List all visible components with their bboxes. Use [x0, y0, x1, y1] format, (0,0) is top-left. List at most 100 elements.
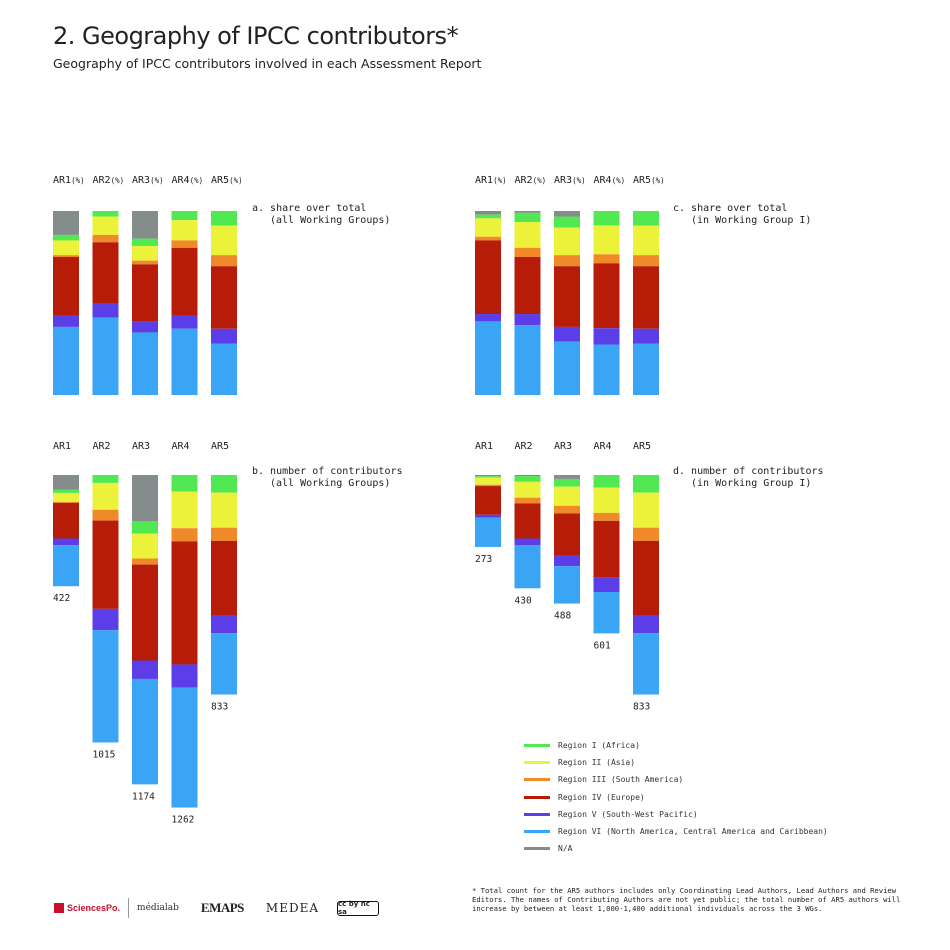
category-label-text: AR1: [53, 175, 71, 186]
legend-swatch: [524, 795, 550, 799]
bar-segment-ar3-region-ii-asia: [554, 486, 580, 506]
bar-segment-ar3-region-iii-south-america: [132, 260, 158, 265]
bar-segment-ar1-region-vi-north-america-central-america-and-caribbean: [53, 326, 79, 395]
emaps-logo: EMAPS: [200, 900, 245, 915]
bar-segment-ar2-region-vi-north-america-central-america-and-caribbean: [514, 325, 541, 395]
category-label-text: AR2: [93, 175, 111, 186]
bar-segment-ar2-region-iv-europe: [92, 242, 119, 303]
category-unit-suffix: (%): [71, 176, 85, 185]
bar-segment-ar5-region-ii-asia: [633, 225, 659, 256]
legend-swatch: [524, 830, 550, 834]
legend-label: Region IV (Europe): [558, 792, 645, 802]
bar-segment-ar1-region-v-south-west-pacific: [53, 315, 79, 327]
bar-segment-ar2-region-vi-north-america-central-america-and-caribbean: [92, 317, 119, 395]
bar-segment-ar4-region-vi-north-america-central-america-and-caribbean: [171, 328, 198, 395]
bar-segment-ar5-region-iii-south-america: [211, 255, 237, 267]
bar-segment-ar2-region-ii-asia: [92, 482, 119, 510]
bar-segment-ar2-region-iv-europe: [514, 257, 541, 315]
category-label-ar5: AR5(%): [633, 175, 665, 186]
category-label-ar4: AR4: [594, 441, 612, 452]
bar-segment-ar3-n-a: [554, 211, 580, 217]
bar-segment-ar3-region-v-south-west-pacific: [132, 660, 158, 679]
bar-segment-ar2-region-v-south-west-pacific: [514, 538, 541, 546]
bar-segment-ar1-region-ii-asia: [53, 240, 79, 256]
bar-segment-ar5-region-i-africa: [211, 475, 237, 493]
total-label-ar5: 833: [211, 701, 228, 712]
bar-segment-ar1-n-a: [475, 475, 501, 477]
category-label-ar3: AR3: [554, 441, 572, 452]
bar-segment-ar2-region-iii-south-america: [514, 497, 541, 504]
bar-segment-ar3-region-iv-europe: [132, 264, 158, 322]
legend-swatch: [524, 778, 550, 782]
bar-segment-ar3-region-ii-asia: [132, 533, 158, 559]
chart-a-title: a. share over total: [252, 203, 366, 214]
category-label-text: AR3: [554, 175, 572, 186]
bar-segment-ar2-region-v-south-west-pacific: [514, 314, 541, 326]
bar-segment-ar5-region-iv-europe: [633, 540, 659, 616]
legend-item-region-iv-europe: Region IV (Europe): [524, 789, 828, 806]
bar-segment-ar3-region-v-south-west-pacific: [554, 326, 580, 342]
category-label-text: AR4: [594, 441, 612, 452]
category-label-ar5: AR5: [633, 441, 651, 452]
creative-commons-icon: cc by nc sa: [337, 900, 379, 916]
category-unit-suffix: (%): [229, 176, 243, 185]
category-label-text: AR2: [515, 175, 533, 186]
bar-segment-ar5-region-ii-asia: [633, 492, 659, 528]
bar-segment-ar4-region-iv-europe: [593, 263, 620, 329]
category-unit-suffix: (%): [651, 176, 665, 185]
bar-segment-ar3-region-i-africa: [132, 238, 158, 246]
bar-segment-ar1-region-v-south-west-pacific: [475, 314, 501, 322]
category-label-ar4: AR4(%): [172, 175, 204, 186]
bar-segment-ar4-region-vi-north-america-central-america-and-caribbean: [593, 344, 620, 395]
category-label-text: AR5: [633, 175, 651, 186]
category-label-ar2: AR2(%): [515, 175, 547, 186]
chart-a: a. share over total(all Working Groups) A…: [53, 175, 390, 395]
medialab-logo: médialab: [137, 903, 179, 913]
category-label-text: AR5: [633, 441, 651, 452]
bar-segment-ar2-region-vi-north-america-central-america-and-caribbean: [514, 545, 541, 589]
category-label-text: AR3: [132, 441, 150, 452]
bar-segment-ar2-n-a: [514, 211, 541, 213]
bar-segment-ar1-region-ii-asia: [53, 492, 79, 502]
chart-a-subtitle: (all Working Groups): [270, 215, 390, 226]
bar-segment-ar2-region-iv-europe: [92, 520, 119, 609]
bar-segment-ar3-region-vi-north-america-central-america-and-caribbean: [554, 341, 580, 395]
bar-segment-ar3-region-ii-asia: [554, 227, 580, 256]
chart-d: d. number of contributors(in Working Gro…: [475, 441, 824, 712]
category-label-text: AR3: [132, 175, 150, 186]
bar-segment-ar3-region-iii-south-america: [554, 255, 580, 267]
total-label-ar1: 422: [53, 593, 70, 604]
bar-segment-ar2-region-iii-south-america: [92, 234, 119, 243]
bar-segment-ar4-region-i-africa: [171, 211, 198, 221]
bar-segment-ar1-region-ii-asia: [475, 477, 501, 485]
category-unit-suffix: (%): [533, 176, 547, 185]
bar-segment-ar2-region-iii-south-america: [92, 509, 119, 521]
bar-segment-ar1-n-a: [475, 211, 501, 215]
bar-segment-ar5-region-iii-south-america: [211, 527, 237, 541]
category-label-ar3: AR3: [132, 441, 150, 452]
bar-segment-ar2-region-i-africa: [92, 211, 119, 217]
bar-segment-ar5-region-v-south-west-pacific: [633, 615, 659, 634]
chart-d-title: d. number of contributors: [673, 466, 824, 477]
bar-segment-ar4-region-iv-europe: [593, 520, 620, 578]
bar-segment-ar1-region-iii-south-america: [53, 501, 79, 503]
total-label-ar4: 601: [594, 640, 611, 651]
bar-segment-ar3-region-iv-europe: [132, 564, 158, 661]
bar-segment-ar5-region-iv-europe: [211, 540, 237, 616]
legend-swatch: [524, 761, 550, 765]
bar-segment-ar5-region-iii-south-america: [633, 255, 659, 267]
category-label-ar5: AR5: [211, 441, 229, 452]
bar-segment-ar1-region-ii-asia: [475, 218, 501, 237]
category-label-ar4: AR4: [172, 441, 190, 452]
bar-segment-ar4-region-iii-south-america: [171, 240, 198, 248]
bar-segment-ar1-region-iv-europe: [53, 502, 79, 539]
legend-item-n-a: N/A: [524, 840, 828, 857]
bar-segment-ar2-region-iv-europe: [514, 503, 541, 539]
bar-segment-ar4-region-ii-asia: [593, 225, 620, 255]
bar-segment-ar5-region-iv-europe: [633, 266, 659, 329]
bar-segment-ar2-n-a: [514, 475, 541, 477]
page-title: 2. Geography of IPCC contributors*: [53, 22, 459, 50]
chart-b-subtitle: (all Working Groups): [270, 478, 390, 489]
bar-segment-ar5-region-i-africa: [211, 211, 237, 226]
